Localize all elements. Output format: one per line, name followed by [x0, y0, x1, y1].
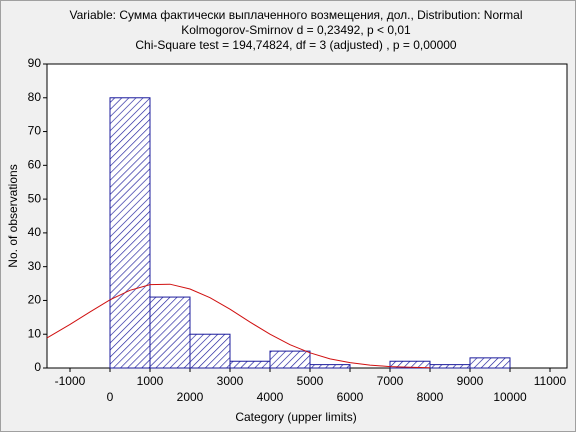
chart-title: Variable: Сумма фактически выплаченного … — [70, 8, 523, 22]
x-tick-label: 3000 — [217, 374, 244, 388]
y-tick-label: 90 — [28, 56, 42, 70]
bar — [189, 333, 231, 369]
x-tick-label: 4000 — [257, 390, 284, 404]
bar — [429, 364, 471, 369]
bar — [469, 357, 511, 369]
y-tick-label: 80 — [28, 90, 42, 104]
x-tick-label: 1000 — [137, 374, 164, 388]
x-tick-label: 8000 — [417, 390, 444, 404]
chart-title: Chi-Square test = 194,74824, df = 3 (adj… — [135, 38, 457, 52]
bar — [149, 296, 191, 369]
bar — [229, 360, 271, 369]
y-tick-label: 40 — [28, 225, 42, 239]
bar — [109, 97, 151, 369]
x-tick-label: 0 — [107, 390, 114, 404]
y-tick-label: 60 — [28, 158, 42, 172]
x-tick-label: 2000 — [177, 390, 204, 404]
x-tick-label: 7000 — [377, 374, 404, 388]
bar — [309, 364, 351, 369]
y-tick-label: 70 — [28, 124, 42, 138]
y-tick-label: 50 — [28, 191, 42, 205]
chart-title: Kolmogorov-Smirnov d = 0,23492, p < 0,01 — [181, 23, 411, 37]
x-tick-label: 11000 — [534, 374, 567, 388]
y-tick-label: 10 — [28, 326, 42, 340]
y-tick-label: 0 — [34, 360, 41, 374]
x-tick-label: 5000 — [297, 374, 324, 388]
x-tick-label: 10000 — [493, 390, 527, 404]
x-tick-label: 9000 — [457, 374, 484, 388]
y-tick-label: 20 — [28, 293, 42, 307]
bar — [269, 350, 311, 369]
x-tick-label: -1000 — [55, 374, 86, 388]
y-tick-label: 30 — [28, 259, 42, 273]
y-axis-label: No. of observations — [6, 164, 20, 267]
x-tick-label: 6000 — [337, 390, 364, 404]
fit-curve — [46, 283, 431, 369]
x-axis-label: Category (upper limits) — [235, 410, 356, 424]
